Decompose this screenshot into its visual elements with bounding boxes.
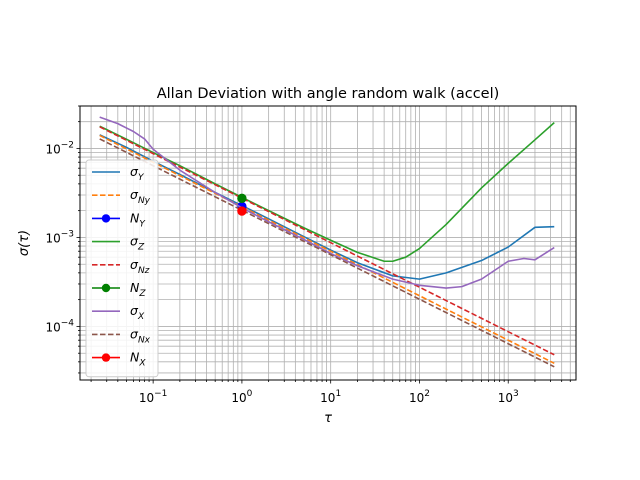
series-sigma-y-line — [99, 134, 555, 280]
x-axis-label: τ — [324, 411, 332, 426]
y-axis-label: σ(τ) — [17, 230, 32, 256]
series-sigma-x-line — [99, 116, 555, 289]
legend-entry-n-z: NZ — [92, 280, 146, 299]
legend-entry-sigma-nx: σNx — [92, 326, 151, 345]
legend-entry-n-y: NY — [92, 210, 146, 229]
legend-label: σZ — [130, 234, 145, 253]
legend-entry-n-x: NX — [92, 350, 146, 369]
legend-marker — [101, 353, 111, 362]
legend-label: NY — [130, 210, 146, 229]
legend-box — [85, 159, 159, 378]
legend-entry-sigma-x: σX — [92, 303, 145, 322]
legend-marker — [101, 283, 111, 293]
legend-label: σNz — [130, 257, 150, 276]
series-sigma-nx-line — [99, 138, 555, 368]
legend-marker — [101, 214, 111, 223]
series-layer — [99, 116, 555, 368]
series-n-z-point — [237, 193, 247, 204]
legend-entry-sigma-z: σZ — [92, 234, 145, 253]
legend-label: σNx — [130, 326, 151, 345]
series-n-x-point — [237, 206, 247, 216]
legend-entry-sigma-nz: σNz — [92, 257, 150, 276]
series-sigma-ny-line — [99, 134, 555, 365]
legend-entry-sigma-ny: σNy — [92, 187, 151, 206]
legend-label: NZ — [130, 280, 146, 299]
legend-entry-sigma-y: σY — [92, 164, 145, 183]
legend-label: NX — [130, 350, 146, 369]
series-sigma-nz-line — [99, 126, 555, 356]
legend-label: σNy — [130, 187, 151, 206]
legend-label: σY — [130, 164, 145, 183]
legend: σY σNy NY σZ σNz NZ σX σNx NX — [85, 159, 159, 378]
series-sigma-z-line — [99, 122, 555, 263]
plot-frame — [79, 105, 577, 381]
legend-label: σX — [130, 303, 145, 322]
chart-title: Allan Deviation with angle random walk (… — [157, 86, 500, 102]
